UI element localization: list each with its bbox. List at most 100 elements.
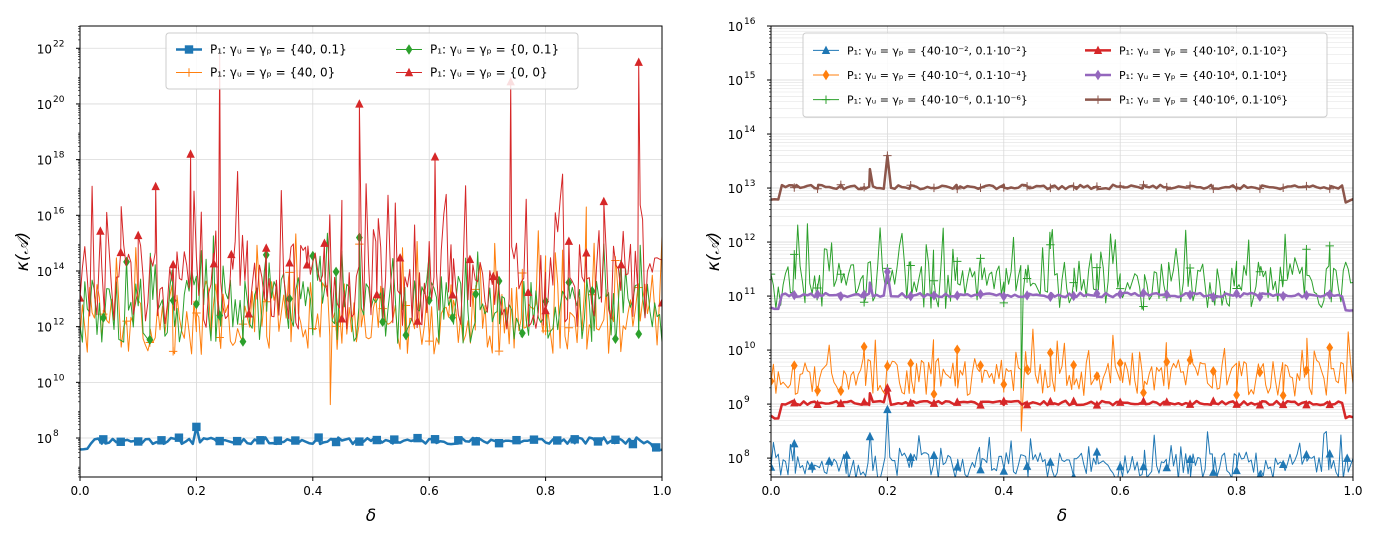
x-tick-label: 1.0 [1343, 484, 1362, 498]
y-tick-exponent: 11 [744, 287, 755, 297]
series-2-marker [836, 270, 846, 279]
series-0-marker [570, 435, 579, 444]
y-tick-exponent: 20 [53, 95, 65, 105]
series-0-marker [390, 435, 399, 444]
series-2-marker [906, 261, 915, 270]
legend-label: P₁: γᵤ = γₚ = {40, 0.1} [210, 43, 347, 57]
series-3-marker [1255, 400, 1265, 409]
series-line-4 [771, 270, 1353, 312]
y-axis-label: κ(𝒜) [704, 232, 724, 271]
legend-label: P₁: γᵤ = γₚ = {40·10⁻², 0.1·10⁻²} [847, 44, 1028, 57]
legend-label: P₁: γᵤ = γₚ = {0, 0.1} [430, 43, 559, 57]
series-5-marker [1046, 183, 1055, 193]
y-axis-label: κ(𝒜) [13, 232, 33, 271]
x-tick-label: 0.0 [70, 484, 89, 498]
x-tick-label: 0.6 [1111, 484, 1130, 498]
series-1-marker [1233, 389, 1240, 401]
series-1-marker [837, 385, 845, 397]
series-2-marker [1069, 278, 1078, 287]
series-1-marker [1303, 364, 1310, 376]
series-2-marker [565, 277, 573, 288]
series-line-1 [771, 328, 1353, 432]
series-3-marker [541, 305, 550, 315]
series-2-marker [379, 316, 387, 328]
series-1-marker [790, 360, 798, 371]
series-5-marker [836, 180, 846, 190]
series-3-marker [1302, 399, 1311, 409]
series-3-marker [617, 259, 626, 269]
series-2-marker [771, 269, 776, 279]
y-tick-exponent: 12 [744, 233, 755, 243]
legend-label: P₁: γᵤ = γₚ = {40, 0} [210, 66, 335, 80]
x-tick-label: 0.2 [187, 484, 206, 498]
y-tick-exponent: 16 [53, 206, 65, 216]
series-3-marker [953, 397, 962, 406]
series-0-marker [1116, 461, 1125, 471]
series-0-marker [291, 436, 300, 445]
series-0-marker [1342, 453, 1352, 462]
series-0-marker [256, 436, 265, 445]
series-5-marker [859, 183, 869, 192]
series-5-marker [1139, 180, 1148, 190]
series-3-marker [1092, 400, 1102, 409]
series-3-marker [209, 258, 219, 268]
series-3-marker [489, 271, 498, 281]
series-5-marker [1302, 181, 1311, 191]
series-1-marker [953, 344, 961, 355]
series-5-marker [1162, 182, 1171, 192]
y-tick-exponent: 9 [744, 395, 750, 405]
series-5-marker [790, 183, 799, 192]
series-0-marker [1162, 462, 1171, 472]
x-tick-label: 0.2 [878, 484, 897, 498]
series-2-marker [1185, 263, 1195, 273]
legend-marker [405, 44, 413, 55]
series-2-marker [146, 334, 154, 345]
series-1-marker [564, 323, 574, 333]
series-3-marker [657, 298, 662, 307]
series-1-marker [930, 388, 938, 400]
series-3-marker [1185, 399, 1195, 408]
series-3-marker [337, 314, 347, 323]
series-0-marker [99, 435, 108, 444]
series-2-marker [472, 288, 480, 300]
y-tick-exponent: 8 [744, 449, 750, 459]
series-1-marker [907, 358, 915, 369]
series-3-marker [906, 398, 915, 407]
series-0-marker [192, 422, 201, 432]
series-0-marker [953, 462, 962, 471]
series-0-marker [611, 435, 620, 444]
series-4-marker [1116, 288, 1124, 300]
series-2-marker [402, 329, 410, 341]
series-1-marker [1163, 356, 1171, 368]
y-tick-exponent: 22 [53, 39, 64, 49]
series-2-marker [612, 333, 619, 345]
series-2-marker [193, 298, 200, 310]
series-0-marker [494, 438, 504, 448]
series-2-marker [1325, 241, 1334, 251]
series-1-marker [1000, 379, 1008, 390]
y-tick-exponent: 10 [53, 373, 65, 383]
y-tick-label: 10 [37, 376, 52, 390]
series-1-marker [814, 385, 821, 396]
series-0-marker [157, 436, 166, 445]
series-0-marker [929, 450, 939, 460]
series-0-marker [1071, 472, 1077, 477]
y-tick-label: 10 [728, 452, 743, 466]
series-0-marker [430, 435, 440, 444]
axes-frame [770, 25, 1354, 478]
series-3-marker [1139, 396, 1148, 405]
series-1-marker [122, 316, 131, 326]
series-1-marker [168, 347, 178, 356]
series-1-marker [1093, 371, 1101, 382]
series-5-marker [976, 183, 985, 193]
legend-box [165, 32, 579, 90]
legend-label: P₁: γᵤ = γₚ = {40·10⁶, 0.1·10⁶} [1119, 94, 1288, 107]
legend-label: P₁: γᵤ = γₚ = {40·10², 0.1·10²} [1119, 44, 1288, 57]
series-0-marker [651, 443, 661, 452]
x-tick-label: 0.8 [1227, 484, 1246, 498]
series-0-marker [999, 466, 1008, 475]
series-3-marker [302, 260, 312, 269]
series-4-marker [1326, 289, 1334, 300]
x-axis-label: δ [366, 506, 376, 526]
